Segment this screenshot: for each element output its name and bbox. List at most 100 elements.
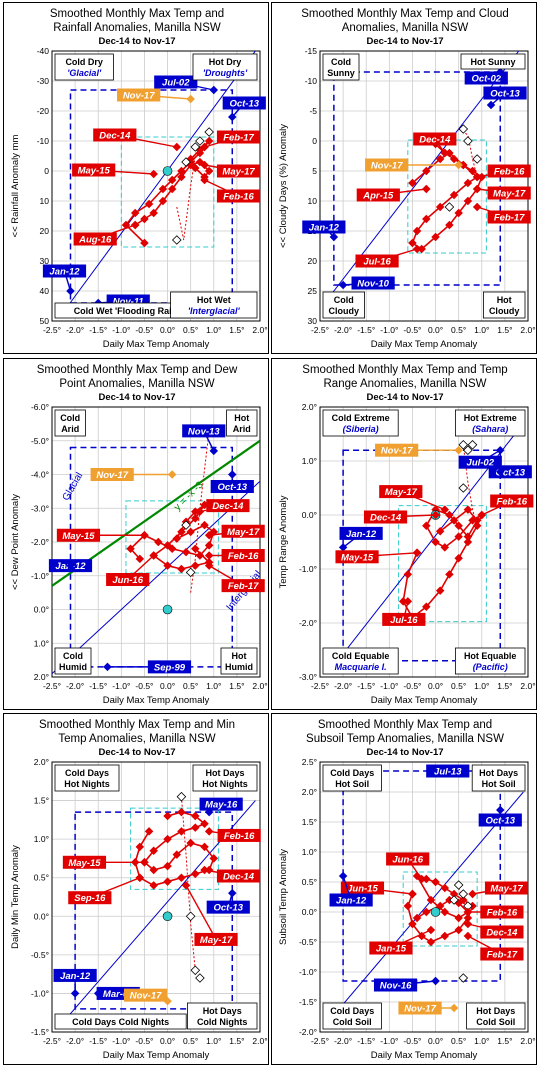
- callout-label: Oct-13: [495, 467, 525, 478]
- y-axis-label: << Dew Point Anomaly: [10, 494, 21, 590]
- y-tick-label: -15: [305, 46, 318, 56]
- chart-svg: Smoothed Monthly Max Temp and Min Temp An…: [10, 719, 268, 1061]
- quadrant-label: (Sahara): [472, 424, 508, 434]
- x-tick-label: 2.0°: [252, 681, 267, 691]
- y-tick-label: 0.5°: [302, 877, 317, 887]
- callout-box: [335, 550, 379, 564]
- x-tick-label: 1.0°: [474, 325, 489, 335]
- quadrant-label: Cold: [331, 57, 351, 67]
- data-point: [144, 827, 154, 836]
- quadrant-label: Cold Extreme: [332, 413, 390, 423]
- quadrant-box: [322, 1002, 382, 1030]
- x-tick-label: -0.5°: [403, 681, 421, 691]
- callout-point: [228, 112, 237, 122]
- chart-panel: Smoothed Monthly Max Temp and Cloud Anoma…: [271, 2, 537, 354]
- chart-subtitle: Dec-14 to Nov-17: [366, 747, 443, 758]
- callout-box: [351, 276, 395, 290]
- callout-box: [363, 510, 408, 524]
- y-tick-label: -1.5°: [31, 1027, 49, 1037]
- callout-point: [209, 446, 219, 456]
- callout-label: Nov-11: [113, 297, 144, 308]
- quadrant-label: Hot Equable: [464, 651, 517, 661]
- callout-label: Jan-15: [376, 944, 407, 955]
- quadrant-label: Cold Days: [65, 768, 109, 778]
- x-tick-label: 0.5°: [451, 1036, 466, 1046]
- x-tick-label: -2.0°: [66, 1036, 84, 1046]
- y-tick-label: -10: [37, 136, 50, 146]
- callout-label: Oct-13: [213, 903, 243, 914]
- y-tick-label: 25: [308, 286, 318, 296]
- callout-label: Jun-16: [392, 855, 423, 866]
- y-tick-label: -2.0°: [299, 1027, 317, 1037]
- quadrant-box: [170, 291, 258, 319]
- plot-content: [324, 770, 524, 1027]
- quadrant-label: Humid: [225, 662, 253, 672]
- callout-box: [490, 494, 534, 508]
- callout-label: Nov-13: [188, 426, 220, 437]
- quadrant-box: [192, 764, 258, 792]
- data-point: [472, 516, 482, 525]
- callout-label: Dec-14: [370, 513, 402, 524]
- x-tick-label: -2.5°: [43, 681, 61, 691]
- range-box: [402, 871, 478, 947]
- y-tick-label: -6.0°: [31, 402, 49, 412]
- y-tick-label: 50: [40, 316, 50, 326]
- x-tick-label: 1.0°: [206, 1036, 221, 1046]
- quadrant-label: Cold Dry: [65, 57, 103, 67]
- data-point: [435, 154, 445, 164]
- centre-marker: [162, 604, 173, 615]
- callout-label: Jun-16: [112, 575, 143, 586]
- open-point: [458, 483, 469, 493]
- callout-box: [182, 424, 226, 438]
- quadrant-box: [192, 53, 258, 81]
- data-point: [403, 570, 413, 579]
- callout-box: [56, 528, 101, 542]
- x-tick-label: -0.5°: [135, 1036, 153, 1046]
- x-tick-label: -2.0°: [66, 681, 84, 691]
- quadrant-label: Cloudy: [489, 306, 519, 316]
- callout-point: [130, 220, 140, 230]
- quadrant-box: [454, 409, 526, 437]
- quadrant-box: [54, 1013, 187, 1030]
- callout-box: [73, 232, 117, 246]
- data-point: [177, 827, 186, 836]
- callout-label: Dec-14: [419, 135, 451, 146]
- callout-point: [486, 100, 496, 110]
- data-point: [191, 823, 200, 832]
- callout-label: Jan-12: [49, 267, 80, 278]
- chart-subtitle: Dec-14 to Nov-17: [366, 392, 443, 403]
- callout-label: Oct-02: [471, 74, 501, 85]
- chart-title: Rainfall Anomalies, Manilla NSW: [53, 22, 221, 34]
- quadrant-label: Cold Soil: [476, 1017, 515, 1027]
- quadrant-label: Cloudy: [329, 306, 360, 316]
- x-tick-label: -2.0°: [334, 325, 352, 335]
- data-point: [158, 196, 168, 206]
- x-tick-label: -1.5°: [89, 681, 107, 691]
- plot-border: [51, 406, 261, 678]
- callout-label: Nov-17: [371, 161, 403, 172]
- open-point: [185, 567, 196, 578]
- callout-point: [422, 184, 431, 194]
- callout-point: [338, 280, 348, 290]
- y-tick-label: 0.0°: [34, 605, 49, 615]
- data-point: [209, 854, 219, 863]
- quadrant-box: [54, 647, 92, 675]
- y-tick-label: 20: [40, 226, 50, 236]
- y-tick-label: 20: [308, 256, 318, 266]
- callout-box: [68, 891, 112, 905]
- range-box: [120, 136, 215, 248]
- callout-box: [386, 852, 430, 866]
- callout-box: [373, 978, 418, 992]
- callout-box: [356, 188, 400, 202]
- quadrant-box: [54, 764, 120, 792]
- callout-point: [496, 445, 505, 455]
- callout-point: [200, 142, 209, 152]
- quadrant-box: [471, 764, 526, 792]
- x-tick-label: 2.0°: [520, 325, 535, 335]
- callout-point: [440, 505, 450, 514]
- data-point: [135, 842, 145, 852]
- callout-label: Feb-16: [228, 551, 259, 562]
- y-tick-label: 2.0°: [34, 757, 49, 767]
- y-axis-label: << Cloudy Days (%) Anomaly: [278, 124, 289, 248]
